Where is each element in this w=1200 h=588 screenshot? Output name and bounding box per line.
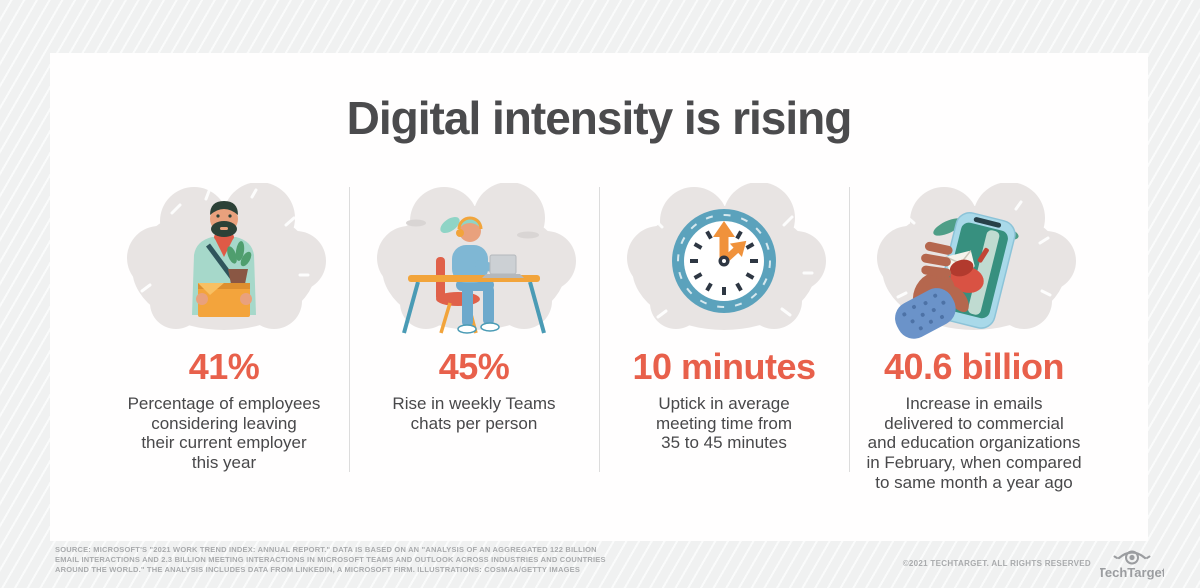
sleeve	[895, 288, 956, 339]
sparkle-strokes	[140, 188, 310, 293]
stat-column-emails: 40.6 billion Increase in emails delivere…	[849, 183, 1099, 493]
column-divider	[849, 187, 850, 472]
eye-outline	[1125, 550, 1139, 565]
woman	[440, 216, 507, 334]
stat-description: Rise in weekly Teams chats per person	[392, 394, 556, 433]
man-carrying-box-illustration	[127, 183, 326, 330]
hair	[210, 201, 238, 215]
stat-description: Increase in emails delivered to commerci…	[866, 394, 1082, 492]
stat-description: Percentage of employees considering leav…	[127, 394, 321, 473]
stat-column-teams-chats: 45% Rise in weekly Teams chats per perso…	[349, 183, 599, 493]
stat-value: 10 minutes	[632, 346, 816, 387]
scarf	[214, 237, 234, 257]
woman-at-desk-laptop-illustration	[377, 183, 576, 334]
hour-ticks	[690, 227, 758, 295]
mailbox-and-envelope	[945, 247, 989, 293]
cardboard-box	[198, 283, 250, 317]
stat-description: Uptick in average meeting time from 35 t…	[655, 394, 793, 453]
column-divider	[349, 187, 350, 472]
sparkle-strokes	[652, 187, 814, 319]
stat-value: 45%	[438, 346, 510, 387]
footer-branding: ©2021 TECHTARGET. ALL RIGHTS RESERVED Te…	[903, 547, 1164, 583]
stat-column-leaving-employees: 41% Percentage of employees considering …	[99, 183, 349, 493]
clock-illustration	[627, 183, 826, 330]
plant	[227, 241, 252, 284]
stat-value: 41%	[188, 346, 260, 387]
hand	[196, 293, 208, 305]
laptop	[482, 254, 524, 278]
eye-pupil	[1129, 554, 1135, 561]
cloud-doodles	[406, 219, 539, 239]
brand-wordmark: TechTarget	[1100, 565, 1164, 580]
infographic-panel: Digital intensity is rising	[50, 53, 1148, 541]
hand	[240, 293, 252, 305]
techtarget-logo: TechTarget	[1100, 550, 1164, 580]
stats-row: 41% Percentage of employees considering …	[99, 183, 1099, 493]
copyright-text: ©2021 TECHTARGET. ALL RIGHTS RESERVED	[902, 558, 1091, 568]
blob-background	[127, 183, 326, 330]
stat-column-meeting-time: 10 minutes Uptick in average meeting tim…	[599, 183, 849, 493]
page-title: Digital intensity is rising	[346, 92, 853, 144]
column-divider	[599, 187, 600, 472]
source-attribution: SOURCE: MICROSOFT'S "2021 WORK TREND IND…	[55, 545, 606, 575]
stat-value: 40.6 billion	[883, 346, 1065, 387]
hand-holding-phone-email-illustration	[877, 183, 1076, 339]
sparkle-strokes	[896, 200, 1052, 299]
